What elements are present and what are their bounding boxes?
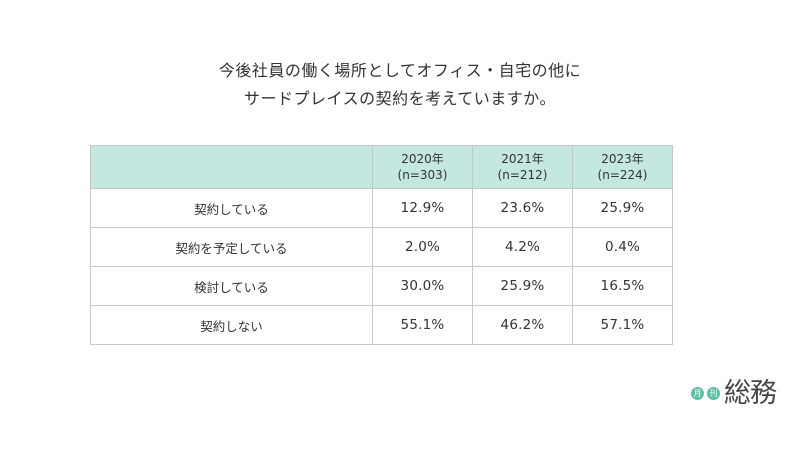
row-label: 契約を予定している [90,227,373,267]
cell-value: 57.1% [572,305,673,345]
column-sample-size: (n=224) [597,168,648,182]
logo-badge-month: 月 [691,387,704,400]
title-line-2: サードプレイスの契約を考えていますか。 [244,89,556,108]
column-sample-size: (n=212) [497,168,548,182]
page-title: 今後社員の働く場所としてオフィス・自宅の他に サードプレイスの契約を考えています… [0,57,800,113]
table-row: 検討している 30.0% 25.9% 16.5% [90,266,673,306]
cell-value: 0.4% [572,227,673,267]
logo-badge-publication: 刊 [707,387,720,400]
header-corner-cell [90,145,373,189]
row-label: 契約しない [90,305,373,345]
cell-value: 4.2% [472,227,573,267]
cell-value: 2.0% [372,227,473,267]
logo-wordmark: 総務 [724,378,777,409]
table-row: 契約しない 55.1% 46.2% 57.1% [90,305,673,345]
cell-value: 12.9% [372,188,473,228]
survey-table: 2020年 (n=303) 2021年 (n=212) 2023年 (n=224… [90,145,673,345]
cell-value: 16.5% [572,266,673,306]
row-label: 検討している [90,266,373,306]
table-row: 契約している 12.9% 23.6% 25.9% [90,188,673,228]
column-sample-size: (n=303) [397,168,448,182]
column-header-2021: 2021年 (n=212) [472,145,573,189]
cell-value: 23.6% [472,188,573,228]
row-label: 契約している [90,188,373,228]
table-row: 契約を予定している 2.0% 4.2% 0.4% [90,227,673,267]
gekkan-soumu-logo: 月 刊 総務 [687,376,787,416]
cell-value: 55.1% [372,305,473,345]
cell-value: 30.0% [372,266,473,306]
title-line-1: 今後社員の働く場所としてオフィス・自宅の他に [218,61,582,80]
cell-value: 46.2% [472,305,573,345]
cell-value: 25.9% [572,188,673,228]
table-header-row: 2020年 (n=303) 2021年 (n=212) 2023年 (n=224… [90,145,673,189]
cell-value: 25.9% [472,266,573,306]
column-header-2023: 2023年 (n=224) [572,145,673,189]
column-year: 2020年 [401,152,444,166]
column-year: 2021年 [501,152,544,166]
column-year: 2023年 [601,152,644,166]
column-header-2020: 2020年 (n=303) [372,145,473,189]
